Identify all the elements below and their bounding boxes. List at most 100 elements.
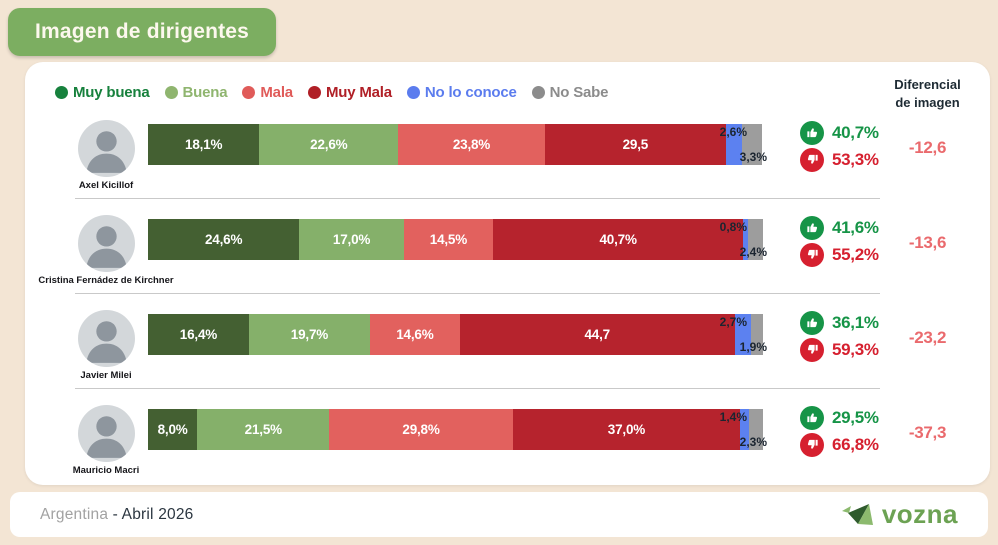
diferencial-value: -13,6 bbox=[908, 233, 947, 252]
mala-dot-icon bbox=[242, 86, 256, 99]
segment-value: 24,6% bbox=[205, 232, 243, 247]
muy-buena-dot-icon bbox=[55, 86, 68, 99]
avatar bbox=[78, 310, 135, 367]
leader-row: Javier Milei 16,4% 19,7% 14,6% 44,7 2,7%… bbox=[25, 308, 990, 403]
legend: Muy buena Buena Mala Muy Mala No lo cono… bbox=[55, 84, 608, 101]
page-title: Imagen de dirigentes bbox=[8, 8, 277, 56]
negative-percent: 59,3% bbox=[832, 339, 879, 359]
footer-date: - Abril 2026 bbox=[112, 505, 194, 523]
bar-segment-muy-mala: 40,7% bbox=[493, 219, 744, 260]
muy-mala-dot-icon bbox=[307, 86, 321, 99]
bar-segment-muy-mala: 44,7 bbox=[459, 314, 735, 355]
leader-row: Cristina Fernádez de Kirchner 24,6% 17,0… bbox=[25, 213, 990, 308]
diferencial-header-line1: Diferencial bbox=[894, 77, 961, 92]
legend-item-no-lo-conoce: No lo conoce bbox=[406, 84, 517, 101]
no-lo-conoce-value: 0,8% bbox=[719, 220, 747, 234]
bar-segment-buena: 19,7% bbox=[248, 314, 370, 355]
bar-segment-no-sabe bbox=[742, 124, 763, 165]
stacked-bar: 16,4% 19,7% 14,6% 44,7 2,7% 1,9% bbox=[148, 314, 767, 355]
negative-line: 55,2% bbox=[800, 242, 879, 267]
no-sabe-value: 1,9% bbox=[739, 340, 767, 354]
leader-name: Axel Kicillof bbox=[78, 180, 134, 191]
thumb-down-icon bbox=[800, 147, 824, 172]
segment-value: 16,4% bbox=[179, 327, 218, 342]
diferencial-column-header: Diferencial de imagen bbox=[880, 76, 975, 111]
no-sabe-dot-icon bbox=[531, 86, 545, 99]
segment-value: 44,7 bbox=[584, 327, 610, 342]
segment-value: 21,5% bbox=[244, 422, 282, 437]
no-sabe-value: 3,3% bbox=[739, 150, 767, 164]
negative-percent: 53,3% bbox=[832, 149, 879, 169]
stacked-bar: 18,1% 22,6% 23,8% 29,5 2,6% 3,3% bbox=[148, 124, 767, 165]
negative-percent: 66,8% bbox=[832, 434, 879, 454]
no-lo-conoce-value: 2,7% bbox=[719, 315, 747, 329]
bar-segment-no-lo-conoce bbox=[743, 219, 749, 260]
segment-value: 29,5 bbox=[622, 137, 649, 152]
bar-segment-muy-mala: 29,5 bbox=[544, 124, 727, 165]
bar-segment-muy-buena: 24,6% bbox=[148, 219, 300, 260]
bar-segment-no-sabe bbox=[748, 409, 763, 450]
no-lo-conoce-dot-icon bbox=[406, 86, 420, 99]
avatar bbox=[78, 215, 135, 272]
approval-block: 41,6% 55,2% bbox=[800, 215, 879, 269]
bar-segment-muy-buena: 16,4% bbox=[148, 314, 249, 355]
bar-segment-mala: 14,5% bbox=[403, 219, 493, 260]
segment-value: 29,8% bbox=[402, 422, 440, 437]
bar-segment-mala: 29,8% bbox=[329, 409, 513, 450]
bar-segment-buena: 17,0% bbox=[299, 219, 404, 260]
avatar bbox=[78, 405, 135, 462]
no-sabe-value: 2,3% bbox=[739, 435, 767, 449]
person-silhouette-icon bbox=[86, 416, 127, 458]
diferencial-header-line2: de imagen bbox=[895, 94, 960, 110]
avatar bbox=[78, 120, 135, 177]
thumb-up-icon bbox=[800, 120, 824, 145]
thumb-down-icon bbox=[800, 242, 824, 267]
diferencial-value: -23,2 bbox=[908, 328, 947, 347]
approval-block: 40,7% 53,3% bbox=[800, 120, 879, 174]
negative-line: 53,3% bbox=[800, 147, 879, 172]
segment-value: 14,5% bbox=[429, 232, 468, 247]
leader-name: Mauricio Macri bbox=[72, 465, 140, 476]
segment-value: 23,8% bbox=[452, 137, 491, 152]
legend-label: No lo conoce bbox=[424, 84, 517, 101]
positive-line: 36,1% bbox=[800, 310, 879, 335]
person-silhouette-icon bbox=[86, 131, 127, 173]
segment-value: 19,7% bbox=[290, 327, 329, 342]
brand-name: vozna bbox=[881, 499, 958, 529]
bar-segment-muy-buena: 8,0% bbox=[148, 409, 198, 450]
segment-value: 37,0% bbox=[607, 422, 646, 437]
bar-segment-buena: 21,5% bbox=[197, 409, 330, 450]
diferencial-value: -37,3 bbox=[908, 423, 947, 442]
leader-name: Cristina Fernádez de Kirchner bbox=[38, 275, 174, 286]
leader-name: Javier Milei bbox=[80, 370, 132, 381]
bar-segment-mala: 14,6% bbox=[370, 314, 460, 355]
chart-card: Muy buena Buena Mala Muy Mala No lo cono… bbox=[25, 62, 990, 485]
positive-percent: 29,5% bbox=[832, 407, 879, 427]
bar-segment-no-lo-conoce bbox=[734, 314, 752, 355]
bar-segment-no-sabe bbox=[748, 219, 763, 260]
person-silhouette-icon bbox=[86, 321, 127, 363]
bar-segment-muy-mala: 37,0% bbox=[512, 409, 741, 450]
buena-dot-icon bbox=[164, 86, 178, 99]
legend-label: Muy buena bbox=[73, 84, 150, 101]
stacked-bar: 8,0% 21,5% 29,8% 37,0% 1,4% 2,3% bbox=[148, 409, 767, 450]
diferencial-value: -12,6 bbox=[908, 138, 947, 157]
no-lo-conoce-value: 1,4% bbox=[719, 410, 747, 424]
brand-logo: vozna bbox=[841, 499, 958, 530]
positive-percent: 41,6% bbox=[832, 217, 879, 237]
positive-percent: 36,1% bbox=[832, 312, 879, 332]
approval-block: 36,1% 59,3% bbox=[800, 310, 879, 364]
leader-row: Mauricio Macri 8,0% 21,5% 29,8% 37,0% 1,… bbox=[25, 403, 990, 498]
legend-item-muy-mala: Muy Mala bbox=[307, 84, 392, 101]
legend-label: Buena bbox=[182, 84, 228, 101]
row-divider bbox=[75, 198, 880, 199]
origami-bird-icon bbox=[841, 503, 873, 525]
footer-bar: Argentina - Abril 2026 vozna bbox=[10, 492, 988, 537]
no-sabe-value: 2,4% bbox=[739, 245, 767, 259]
person-silhouette-icon bbox=[86, 226, 127, 268]
leader-row: Axel Kicillof 18,1% 22,6% 23,8% 29,5 2,6… bbox=[25, 118, 990, 213]
positive-percent: 40,7% bbox=[832, 122, 879, 142]
segment-value: 22,6% bbox=[310, 137, 348, 152]
positive-line: 41,6% bbox=[800, 215, 879, 240]
bar-segment-no-lo-conoce bbox=[740, 409, 749, 450]
